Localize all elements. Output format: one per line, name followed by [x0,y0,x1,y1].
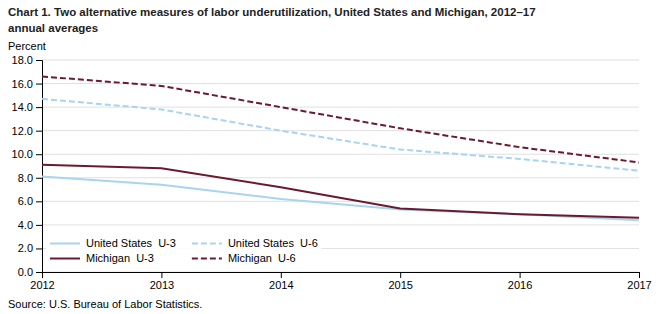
source-note: Source: U.S. Bureau of Labor Statistics. [8,298,202,310]
y-tick: 10.0 [12,148,42,160]
y-axis: 0.0 2.0 4.0 6.0 8.0 10.0 12.0 14.0 16.0 18.0 [12,54,43,278]
plot: 2012 2013 2014 2015 2016 2017 0.0 2.0 4.0 6.0 8.0 1… [12,54,652,291]
x-tick: 2014 [269,272,293,291]
y-tick-label: 10.0 [12,148,33,160]
legend-label: United States U-6 [228,237,318,249]
y-tick-label: 0.0 [18,266,33,278]
legend-swatch [192,258,222,260]
y-tick-mark [36,107,42,108]
grid-line [42,130,639,131]
series-line [42,165,639,218]
y-tick-mark [36,272,42,273]
y-tick-mark [36,60,42,61]
y-tick: 12.0 [12,125,42,137]
x-tick: 2015 [388,272,412,291]
x-tick-mark [281,272,282,278]
y-tick-label: 18.0 [12,54,33,66]
y-tick-label: 16.0 [12,78,33,90]
series-line [42,76,639,162]
x-axis-line [43,273,640,279]
x-tick-mark [520,272,521,278]
grid-line [42,154,639,155]
legend-item: United States U-3 [50,237,176,249]
y-tick: 8.0 [18,172,42,184]
x-tick-label: 2015 [388,279,412,291]
legend-swatch [50,243,80,245]
y-tick-mark [36,201,42,202]
grid-line [42,107,639,108]
legend-background [46,234,322,268]
y-axis-label: Percent [8,40,46,52]
legend-label: United States U-3 [86,237,176,249]
y-tick-mark [36,178,42,179]
x-tick: 2012 [30,272,54,291]
x-tick-label: 2014 [269,279,293,291]
title: Chart 1. Two alternative measures of lab… [8,6,536,18]
y-tick: 6.0 [18,195,42,207]
legend-swatch [50,258,80,260]
y-tick-mark [36,131,42,132]
x-tick: 2013 [150,272,174,291]
y-tick: 2.0 [18,242,42,254]
y-tick-mark [36,225,42,226]
y-tick: 0.0 [18,266,42,278]
y-tick-mark [36,84,42,85]
x-tick-label: 2016 [508,279,532,291]
y-axis-line [36,61,43,273]
x-tick-mark [400,272,401,278]
grid-line [42,60,639,61]
y-tick-label: 4.0 [18,219,33,231]
x-tick-mark [161,272,162,278]
x-tick-label: 2012 [30,279,54,291]
grid-line [42,224,639,225]
legend-item: United States U-6 [192,237,318,249]
x-tick-label: 2017 [627,279,651,291]
legend-label: Michigan U-6 [228,252,296,264]
y-tick-label: 14.0 [12,101,33,113]
legend-item: Michigan U-3 [50,252,154,264]
grid-line [42,177,639,178]
y-tick-label: 2.0 [18,242,33,254]
y-tick-mark [36,154,42,155]
grid-y [42,60,639,272]
y-tick-label: 8.0 [18,172,33,184]
x-tick: 2016 [508,272,532,291]
subtitle: annual averages [8,22,98,34]
x-axis: 2012 2013 2014 2015 2016 2017 [30,272,651,291]
y-tick: 18.0 [12,54,42,66]
lines [42,76,639,220]
y-tick: 4.0 [18,219,42,231]
legend-swatch [192,243,222,245]
legend-label: Michigan U-3 [86,252,154,264]
y-tick-mark [36,248,42,249]
y-tick-label: 12.0 [12,125,33,137]
y-tick: 14.0 [12,101,42,113]
grid-line [42,83,639,84]
x-tick-mark [639,272,640,278]
chart: Chart 1. Two alternative measures of lab… [0,0,661,314]
y-tick: 16.0 [12,78,42,90]
x-tick: 2017 [627,272,651,291]
y-tick-label: 6.0 [18,195,33,207]
series-line [42,99,639,171]
legend-item: Michigan U-6 [192,252,296,264]
grid-line [42,201,639,202]
legend: United States U-3 United States U-6 Michig… [46,234,322,268]
x-tick-label: 2013 [150,279,174,291]
